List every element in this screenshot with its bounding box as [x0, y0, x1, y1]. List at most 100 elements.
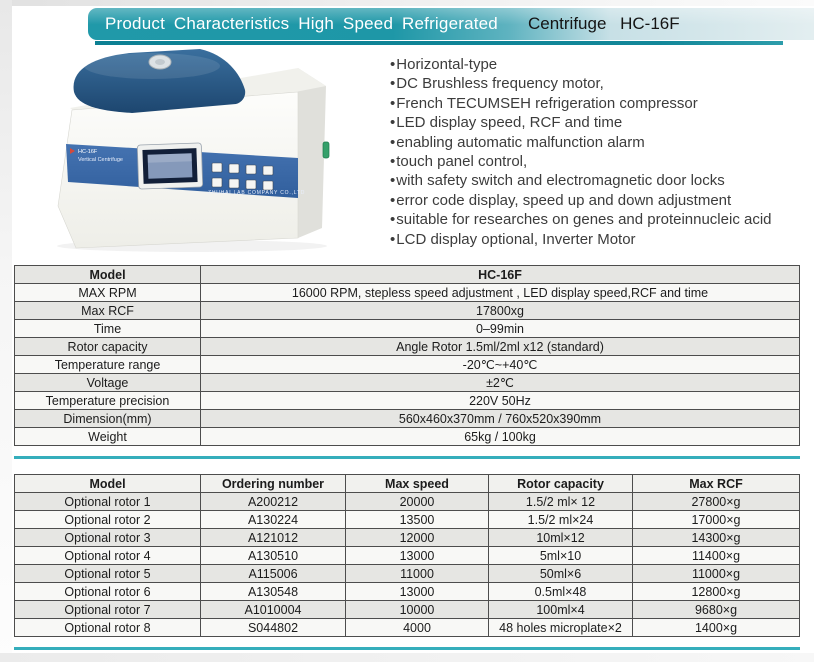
spec-row: Voltage ±2℃ — [14, 373, 800, 392]
rotor-row: Optional rotor 1 A200212 20000 1.5/2 ml× 12… — [14, 492, 800, 511]
rotor-cell: Optional rotor 5 — [14, 564, 201, 583]
feature-item: suitable for researches on genes and pro… — [390, 210, 771, 229]
rotor-table-underline — [14, 647, 800, 650]
rotor-cell: 100ml×4 — [488, 600, 633, 619]
spec-row: Max RCF 17800xg — [14, 301, 800, 320]
spec-value: ±2℃ — [200, 373, 800, 392]
rotor-header-row: Model Ordering number Max speed Rotor ca… — [14, 474, 800, 493]
rotor-cell: 10000 — [345, 600, 489, 619]
rotor-row: Optional rotor 3 A121012 12000 10ml×12 14300… — [14, 528, 800, 547]
spec-row: Time 0–99min — [14, 319, 800, 338]
spec-label: Dimension(mm) — [14, 409, 201, 428]
rotor-row: Optional rotor 5 A115006 11000 50ml×6 11000×… — [14, 564, 800, 583]
rotor-cell: Optional rotor 6 — [14, 582, 201, 601]
spec-row: Temperature range -20℃~+40℃ — [14, 355, 800, 374]
centrifuge-illustration: HC-16F Vertical Centrifuge ZHUHAI LAB CO… — [57, 49, 330, 252]
feature-item: French TECUMSEH refrigeration compressor — [390, 94, 772, 113]
machine-company-label: ZHUHAI LAB COMPANY CO.,LTD — [208, 190, 305, 196]
rotor-cell: Optional rotor 7 — [14, 600, 201, 619]
spec-label: Temperature precision — [14, 391, 201, 410]
rotor-col-header: Ordering number — [200, 474, 346, 493]
rotor-col-header: Model — [14, 474, 201, 493]
machine-lid — [73, 49, 246, 113]
rotor-cell: 14300×g — [632, 528, 800, 547]
page-edge-bottom — [0, 653, 814, 662]
rotor-cell: Optional rotor 1 — [14, 492, 201, 511]
rotor-cell: Optional rotor 8 — [14, 618, 201, 637]
feature-item: enabling automatic malfunction alarm — [390, 133, 772, 152]
spec-row: Temperature precision 220V 50Hz — [14, 391, 800, 410]
rotor-cell: 27800×g — [632, 492, 800, 511]
feature-item: LED display speed, RCF and time — [390, 113, 772, 132]
spec-value: -20℃~+40℃ — [200, 355, 800, 374]
page-title: Product Characteristics High Speed Refri… — [105, 14, 498, 33]
rotor-cell: A130510 — [200, 546, 346, 565]
title-banner: Product Characteristics High Speed Refri… — [88, 8, 814, 40]
rotor-cell: 4000 — [345, 618, 489, 637]
banner-underline — [95, 41, 783, 45]
feature-item: DC Brushless frequency motor, — [390, 74, 772, 93]
feature-item: touch panel control, — [390, 152, 772, 171]
feature-list: Horizontal-type DC Brushless frequency m… — [390, 55, 772, 249]
spec-label: Temperature range — [14, 355, 201, 374]
spec-value: 0–99min — [200, 319, 800, 338]
spec-label: MAX RPM — [14, 283, 201, 302]
display-group — [136, 142, 204, 190]
display-screen — [147, 153, 193, 179]
page-edge-top — [0, 0, 814, 6]
feature-item: LCD display optional, Inverter Motor — [390, 230, 772, 249]
spec-label: Max RCF — [14, 301, 201, 320]
rotor-row: Optional rotor 7 A1010004 10000 100ml×4 9680… — [14, 600, 800, 619]
rotor-cell: 5ml×10 — [488, 546, 633, 565]
rotor-cell: 1.5/2 ml×24 — [488, 510, 633, 529]
rotor-cell: A1010004 — [200, 600, 346, 619]
display-screen-glare — [147, 153, 192, 163]
rotor-row: Optional rotor 8 S044802 4000 48 holes micr… — [14, 618, 800, 637]
rotor-cell: 11000×g — [632, 564, 800, 583]
spec-value: Angle Rotor 1.5ml/2ml x12 (standard) — [200, 337, 800, 356]
spec-label: Model — [14, 265, 201, 284]
rotor-cell: 11000 — [345, 564, 489, 583]
product-model-title: Centrifuge HC-16F — [527, 14, 680, 33]
spec-value: 17800xg — [200, 301, 800, 320]
rotor-cell: 48 holes microplate×2 — [488, 618, 633, 637]
rotor-cell: A115006 — [200, 564, 346, 583]
machine-type-label: Vertical Centrifuge — [78, 157, 123, 163]
spec-label: Voltage — [14, 373, 201, 392]
rotor-col-header: Max RCF — [632, 474, 800, 493]
rotor-cell: 12000 — [345, 528, 489, 547]
spec-row: Model HC-16F — [14, 265, 800, 284]
rotor-cell: Optional rotor 2 — [14, 510, 201, 529]
spec-value: 560x460x370mm / 760x520x390mm — [200, 409, 800, 428]
spec-value: HC-16F — [200, 265, 800, 284]
rotor-cell: A200212 — [200, 492, 346, 511]
spec-row: Rotor capacity Angle Rotor 1.5ml/2ml x12 … — [14, 337, 800, 356]
spec-label: Weight — [14, 427, 201, 446]
centrifuge-image: HC-16F Vertical Centrifuge ZHUHAI LAB CO… — [30, 46, 340, 256]
rotor-cell: 20000 — [345, 492, 489, 511]
spec-value: 16000 RPM, stepless speed adjustment , L… — [200, 283, 800, 302]
machine-model-label: HC-16F — [78, 149, 98, 155]
rotor-table: Model Ordering number Max speed Rotor ca… — [14, 474, 800, 637]
spec-value: 65kg / 100kg — [200, 427, 800, 446]
rotor-cell: 13500 — [345, 510, 489, 529]
rotor-cell: 13000 — [345, 546, 489, 565]
page-edge-left — [0, 0, 12, 662]
rotor-cell: S044802 — [200, 618, 346, 637]
feature-item: with safety switch and electromagnetic d… — [390, 171, 772, 190]
rotor-cell: 1400×g — [632, 618, 800, 637]
side-switch — [322, 141, 330, 159]
spec-row: Dimension(mm) 560x460x370mm / 760x520x390… — [14, 409, 800, 428]
rotor-cell: A121012 — [200, 528, 346, 547]
rotor-cell: 17000×g — [632, 510, 800, 529]
brand-logo-mark — [70, 148, 75, 154]
rotor-cell: 0.5ml×48 — [488, 582, 633, 601]
rotor-cell: Optional rotor 3 — [14, 528, 201, 547]
feature-item: Horizontal-type — [390, 55, 772, 74]
rotor-row: Optional rotor 2 A130224 13500 1.5/2 ml×24 1… — [14, 510, 800, 529]
rotor-row: Optional rotor 6 A130548 13000 0.5ml×48 1280… — [14, 582, 800, 601]
spec-table: Model HC-16F MAX RPM 16000 RPM, stepless s… — [14, 265, 800, 446]
rotor-cell: 9680×g — [632, 600, 800, 619]
rotor-cell: A130224 — [200, 510, 346, 529]
